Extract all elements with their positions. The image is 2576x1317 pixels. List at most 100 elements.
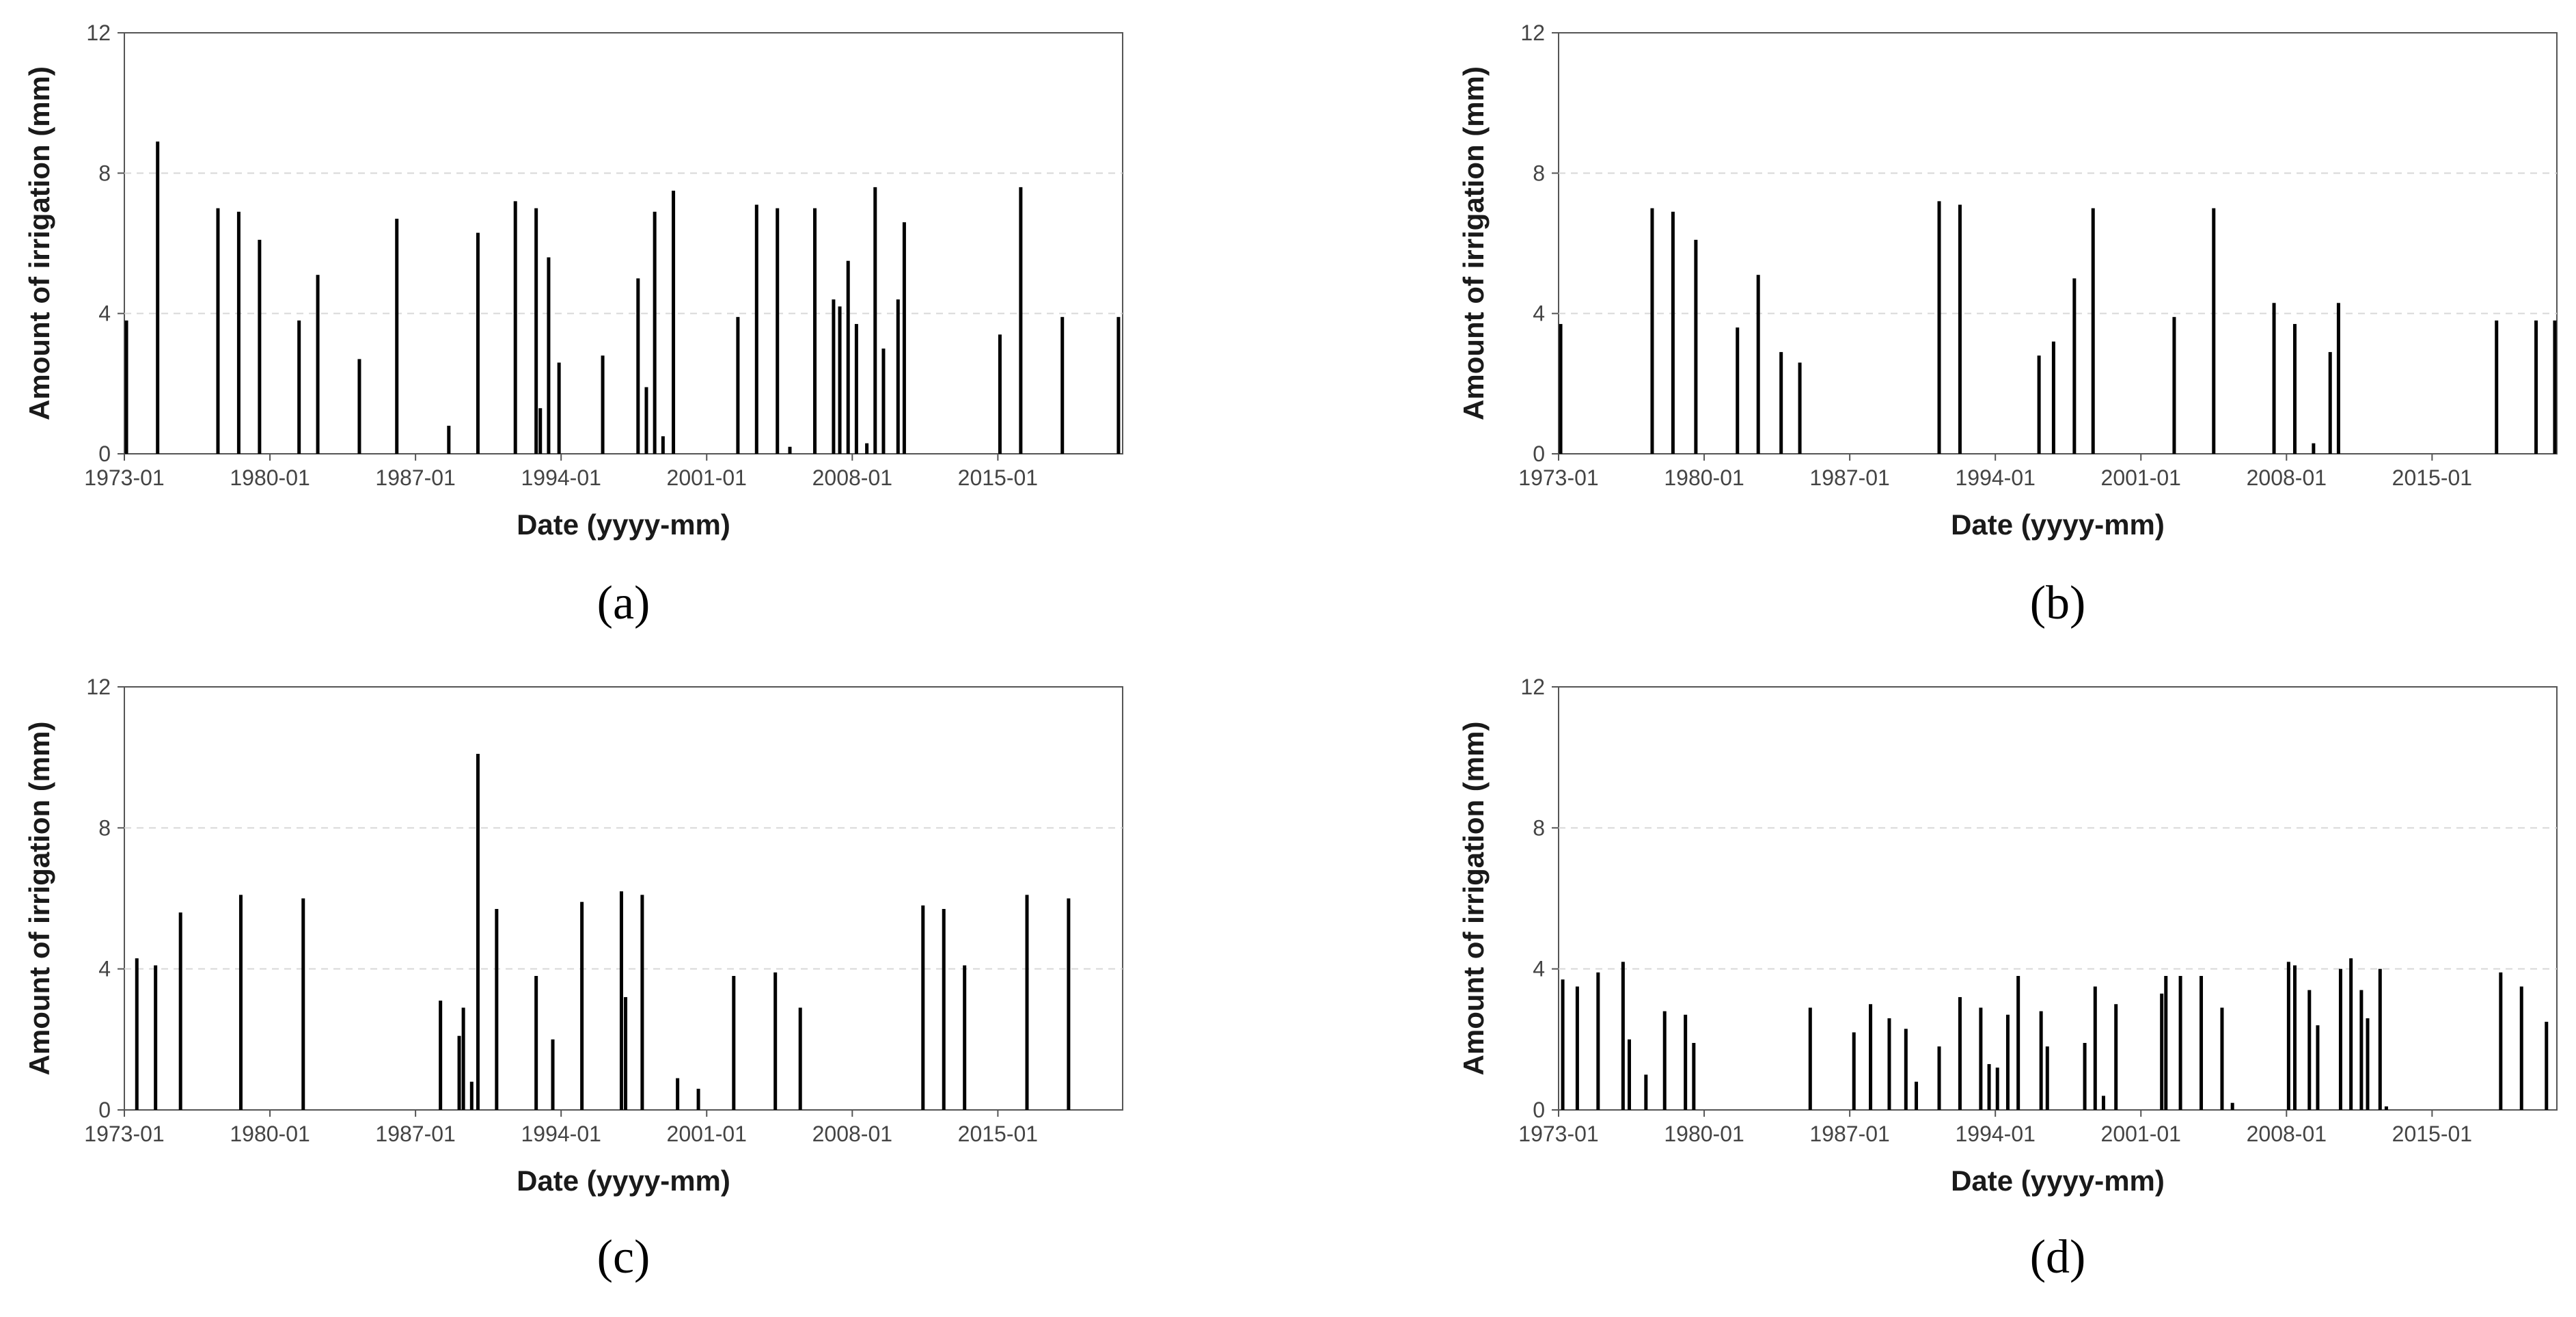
bar	[798, 1007, 802, 1110]
bar	[902, 222, 906, 454]
x-tick-label: 2001-01	[667, 465, 747, 490]
y-axis-label: Amount of irrigation (mm)	[23, 722, 55, 1076]
x-tick-label: 1987-01	[375, 465, 455, 490]
bar	[1979, 1007, 1983, 1110]
x-tick-label: 2001-01	[667, 1122, 747, 1146]
x-tick-label: 1987-01	[1809, 1122, 1889, 1146]
bar	[881, 349, 886, 454]
bar	[2519, 986, 2523, 1110]
y-tick-label: 0	[1533, 1098, 1545, 1122]
bar	[601, 355, 605, 454]
y-tick-label: 8	[98, 161, 111, 185]
bar	[1736, 327, 1740, 454]
bar	[2307, 990, 2312, 1110]
bar	[2292, 965, 2297, 1110]
bar	[1798, 362, 1802, 454]
bar	[754, 204, 758, 454]
bar	[297, 320, 301, 454]
y-tick-label: 4	[98, 301, 111, 326]
y-tick-label: 0	[98, 1098, 111, 1122]
panel-caption: (a)	[597, 577, 650, 629]
x-tick-label: 1994-01	[521, 465, 601, 490]
bar	[1060, 316, 1065, 454]
bar	[1684, 1014, 1688, 1110]
bar	[2230, 1102, 2234, 1110]
bar	[156, 141, 160, 454]
bar	[476, 232, 480, 454]
bar	[534, 208, 538, 454]
plot-area	[124, 32, 1123, 454]
y-axis-label: Amount of irrigation (mm)	[23, 66, 55, 420]
bar	[1621, 962, 1625, 1110]
bar	[1596, 972, 1600, 1110]
bar	[640, 895, 644, 1110]
bar	[2172, 316, 2176, 454]
bar	[773, 972, 778, 1110]
bar	[813, 208, 817, 454]
bar	[788, 446, 792, 454]
panel-caption: (d)	[2030, 1231, 2086, 1284]
y-tick-label: 12	[86, 675, 111, 699]
bar	[624, 996, 628, 1110]
x-tick-label: 2008-01	[2247, 465, 2327, 490]
bar	[2016, 975, 2020, 1110]
bar	[513, 201, 517, 454]
y-tick-label: 12	[86, 21, 111, 45]
bar	[2338, 968, 2342, 1110]
bar	[2328, 352, 2332, 454]
bar	[2164, 975, 2168, 1110]
bar	[2366, 1018, 2370, 1110]
bar	[2316, 1025, 2320, 1110]
bar	[1116, 316, 1121, 454]
bar	[776, 208, 780, 454]
chart-panel-3: 0 4 8 12 1973-01 1980-01 1987-01 1994-01 2001-01…	[23, 675, 1123, 1284]
bar	[1694, 239, 1698, 454]
bar	[1958, 204, 1962, 454]
y-tick-label: 12	[1520, 21, 1545, 45]
x-tick-label: 2001-01	[2101, 465, 2181, 490]
x-tick-label: 2015-01	[958, 1122, 1038, 1146]
bar	[2286, 962, 2290, 1110]
bar	[2091, 208, 2095, 454]
bar	[1559, 324, 1563, 454]
bar	[676, 1078, 680, 1110]
bar	[457, 1035, 461, 1110]
x-tick-label: 2015-01	[2392, 465, 2472, 490]
x-tick-label: 2001-01	[2101, 1122, 2181, 1146]
x-tick-label: 1980-01	[1664, 1122, 1744, 1146]
bar	[619, 891, 623, 1110]
bar	[653, 211, 657, 454]
bar	[2039, 1011, 2043, 1110]
bar	[838, 306, 842, 454]
x-tick-label: 1994-01	[521, 1122, 601, 1146]
bar	[236, 211, 241, 454]
bar	[178, 912, 182, 1110]
bar	[2349, 958, 2353, 1110]
y-tick-label: 12	[1520, 675, 1545, 699]
y-tick-label: 0	[98, 442, 111, 466]
bar	[636, 278, 640, 454]
bar	[551, 1039, 555, 1110]
plot-area	[124, 686, 1123, 1111]
bar	[357, 359, 361, 454]
bar	[998, 334, 1002, 454]
bar	[2101, 1096, 2105, 1110]
bar	[2499, 972, 2503, 1110]
bar	[1627, 1039, 1631, 1110]
x-axis-label: Date (yyyy-mm)	[517, 508, 730, 541]
bar	[1904, 1029, 1908, 1110]
bar	[2534, 320, 2538, 454]
bar	[534, 975, 538, 1110]
bar	[1779, 352, 1783, 454]
x-tick-label: 2008-01	[812, 465, 892, 490]
bar	[1644, 1074, 1648, 1110]
plot-area	[1558, 686, 2558, 1111]
bar	[1852, 1032, 1856, 1110]
y-tick-label: 0	[1533, 442, 1545, 466]
bar	[538, 408, 543, 454]
bar	[2212, 208, 2216, 454]
x-tick-label: 1987-01	[375, 1122, 455, 1146]
bar	[461, 1007, 465, 1110]
bar	[2160, 993, 2164, 1110]
